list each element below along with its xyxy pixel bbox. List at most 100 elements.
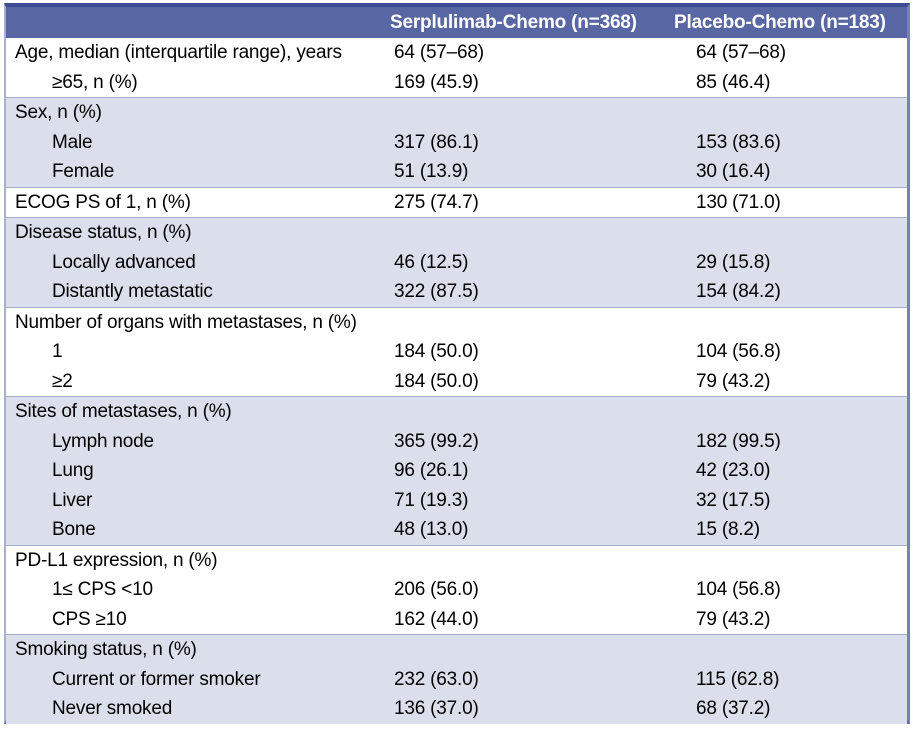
header-empty-cell (6, 7, 384, 38)
row-label: ≥2 (52, 370, 73, 392)
serplulimab-chemo-value (384, 544, 672, 575)
placebo-chemo-value (672, 544, 907, 575)
row-label: Lymph node (6, 426, 384, 456)
serplulimab-chemo-value: 275 (74.7) (384, 186, 672, 218)
serplulimab-chemo-value: 96 (26.1) (384, 456, 672, 486)
serplulimab-chemo-value: 136 (37.0) (384, 694, 672, 724)
row-label: ≥65, n (%) (52, 71, 138, 93)
table-row: PD-L1 expression, n (%) (6, 544, 907, 575)
serplulimab-chemo-value: 64 (57–68) (394, 42, 484, 64)
serplulimab-chemo-value: 184 (50.0) (394, 370, 479, 392)
table-row: Age, median (interquartile range), years… (6, 38, 907, 68)
row-label: Lung (6, 456, 384, 486)
serplulimab-chemo-value: 71 (19.3) (384, 485, 672, 515)
row-label: Smoking status, n (%) (6, 634, 384, 665)
serplulimab-chemo-value: 184 (50.0) (394, 341, 479, 363)
row-label: 1 (52, 341, 63, 363)
placebo-chemo-value: 115 (62.8) (672, 664, 907, 694)
table-frame: Serplulimab-Chemo (n=368) Placebo-Chemo … (4, 3, 910, 724)
placebo-chemo-value: 64 (57–68) (696, 42, 786, 64)
placebo-chemo-value: 85 (46.4) (696, 71, 771, 93)
placebo-chemo-value: 42 (23.0) (672, 456, 907, 486)
placebo-chemo-value: 153 (83.6) (672, 127, 907, 157)
row-label: Sites of metastases, n (%) (6, 396, 384, 427)
serplulimab-chemo-value: 162 (44.0) (394, 608, 479, 630)
placebo-chemo-value: 104 (56.8) (696, 341, 781, 363)
row-label: Liver (6, 485, 384, 515)
table-row: Lung 96 (26.1) 42 (23.0) (6, 456, 907, 486)
placebo-chemo-value (672, 396, 907, 427)
row-label: 1≤ CPS <10 (52, 579, 153, 601)
placebo-chemo-value (672, 217, 907, 248)
row-label: Never smoked (6, 694, 384, 724)
table-row: Sites of metastases, n (%) (6, 396, 907, 427)
table-row: 1≤ CPS <10 206 (56.0) 104 (56.8) (6, 575, 907, 605)
serplulimab-chemo-value: 51 (13.9) (384, 157, 672, 187)
serplulimab-chemo-value: 169 (45.9) (394, 71, 479, 93)
table-row: Current or former smoker 232 (63.0) 115 (6… (6, 664, 907, 694)
header-serplulimab-chemo: Serplulimab-Chemo (n=368) (384, 7, 672, 38)
placebo-chemo-value: 104 (56.8) (696, 579, 781, 601)
serplulimab-chemo-value: 206 (56.0) (394, 579, 479, 601)
serplulimab-chemo-value (384, 396, 672, 427)
serplulimab-chemo-value: 46 (12.5) (384, 247, 672, 277)
table-row: Liver 71 (19.3) 32 (17.5) (6, 485, 907, 515)
placebo-chemo-value: 15 (8.2) (672, 515, 907, 545)
placebo-chemo-value (672, 634, 907, 665)
row-label: Locally advanced (6, 247, 384, 277)
serplulimab-chemo-value (384, 97, 672, 128)
table-row: Distantly metastatic 322 (87.5) 154 (84.2) (6, 277, 907, 307)
row-label: Number of organs with metastases, n (%) (6, 306, 384, 337)
placebo-chemo-value: 130 (71.0) (672, 186, 907, 218)
header-row: Serplulimab-Chemo (n=368) Placebo-Chemo … (6, 7, 907, 38)
serplulimab-chemo-value: 317 (86.1) (384, 127, 672, 157)
row-label: PD-L1 expression, n (%) (6, 544, 384, 575)
serplulimab-chemo-value (384, 634, 672, 665)
placebo-chemo-value (672, 97, 907, 128)
row-label: Distantly metastatic (6, 277, 384, 307)
header-placebo-chemo: Placebo-Chemo (n=183) (672, 7, 907, 38)
row-label: Female (6, 157, 384, 187)
placebo-chemo-value: 68 (37.2) (672, 694, 907, 724)
placebo-chemo-value: 32 (17.5) (672, 485, 907, 515)
serplulimab-chemo-value: 48 (13.0) (384, 515, 672, 545)
table-row: Disease status, n (%) (6, 217, 907, 248)
table-row: ≥2 184 (50.0) 79 (43.2) (6, 367, 907, 397)
row-label: Age, median (interquartile range), years (15, 42, 342, 64)
placebo-chemo-value (672, 306, 907, 337)
row-label: CPS ≥10 (52, 608, 127, 630)
table-row: ECOG PS of 1, n (%) 275 (74.7) 130 (71.0) (6, 186, 907, 218)
table-row: Male 317 (86.1) 153 (83.6) (6, 127, 907, 157)
serplulimab-chemo-value: 365 (99.2) (384, 426, 672, 456)
serplulimab-chemo-value (384, 306, 672, 337)
placebo-chemo-value: 30 (16.4) (672, 157, 907, 187)
table-row: Female 51 (13.9) 30 (16.4) (6, 157, 907, 187)
row-label: Male (6, 127, 384, 157)
table-row: Bone 48 (13.0) 15 (8.2) (6, 515, 907, 545)
row-label: Bone (6, 515, 384, 545)
table-row: Sex, n (%) (6, 97, 907, 128)
row-label: Current or former smoker (6, 664, 384, 694)
table-row: Lymph node 365 (99.2) 182 (99.5) (6, 426, 907, 456)
table-row: Never smoked 136 (37.0) 68 (37.2) (6, 694, 907, 724)
table-row: 1 184 (50.0) 104 (56.8) (6, 337, 907, 367)
table-row: ≥65, n (%) 169 (45.9) 85 (46.4) (6, 68, 907, 98)
placebo-chemo-value: 79 (43.2) (696, 370, 771, 392)
row-label: ECOG PS of 1, n (%) (6, 186, 384, 218)
table-row: Smoking status, n (%) (6, 634, 907, 665)
serplulimab-chemo-value: 232 (63.0) (384, 664, 672, 694)
row-label: Sex, n (%) (6, 97, 384, 128)
baseline-characteristics-table: Serplulimab-Chemo (n=368) Placebo-Chemo … (6, 7, 907, 724)
row-label: Disease status, n (%) (6, 217, 384, 248)
placebo-chemo-value: 154 (84.2) (672, 277, 907, 307)
table-body: Age, median (interquartile range), years… (6, 38, 907, 724)
placebo-chemo-value: 79 (43.2) (696, 608, 771, 630)
serplulimab-chemo-value (384, 217, 672, 248)
table-row: Locally advanced 46 (12.5) 29 (15.8) (6, 247, 907, 277)
table-row: CPS ≥10 162 (44.0) 79 (43.2) (6, 605, 907, 635)
placebo-chemo-value: 29 (15.8) (672, 247, 907, 277)
table-row: Number of organs with metastases, n (%) (6, 306, 907, 337)
placebo-chemo-value: 182 (99.5) (672, 426, 907, 456)
serplulimab-chemo-value: 322 (87.5) (384, 277, 672, 307)
